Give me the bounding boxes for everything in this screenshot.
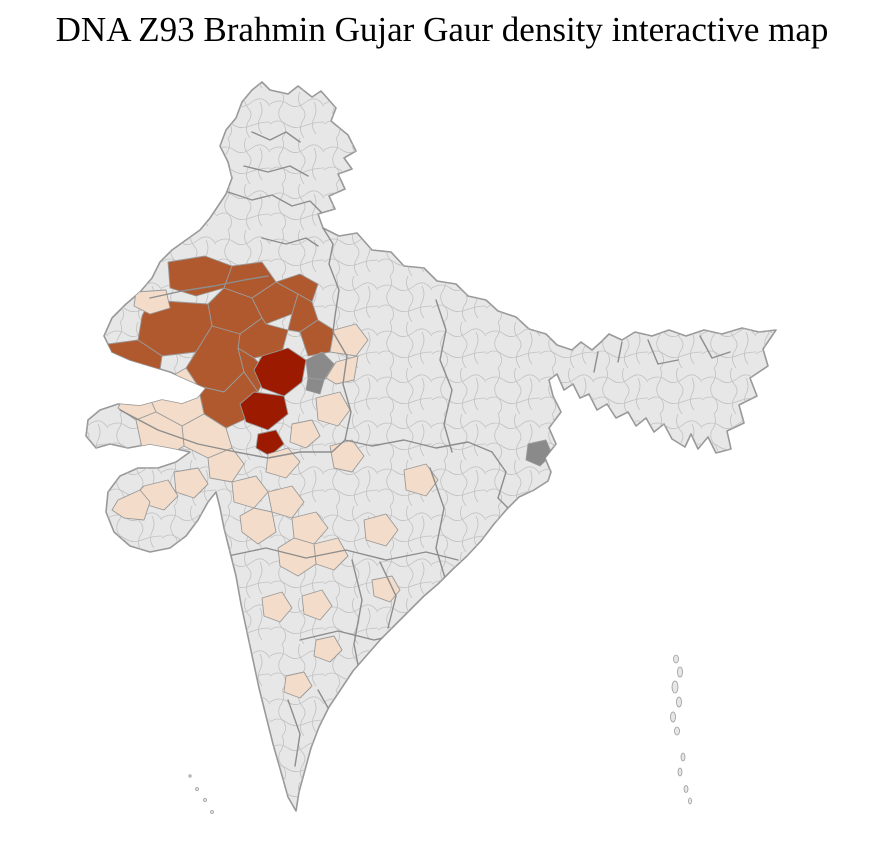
district-low-density[interactable] (371, 575, 401, 603)
district-high-density[interactable] (255, 429, 285, 457)
district-dark-neutral[interactable] (305, 377, 325, 395)
district-low-density[interactable] (403, 463, 439, 497)
district-low-density[interactable] (329, 323, 369, 357)
district-medium-density[interactable] (275, 273, 319, 303)
island[interactable] (688, 797, 692, 805)
island[interactable] (671, 680, 679, 694)
district-low-density[interactable] (289, 419, 321, 449)
district-low-density[interactable] (313, 635, 343, 663)
island[interactable] (203, 798, 207, 802)
district-low-density[interactable] (291, 511, 329, 545)
district-low-density[interactable] (363, 513, 399, 547)
district-high-density[interactable] (253, 347, 307, 397)
district-medium-density[interactable] (137, 299, 213, 357)
page-title: DNA Z93 Brahmin Gujar Gaur density inter… (55, 10, 829, 49)
district-low-density[interactable] (173, 467, 209, 499)
district-low-density[interactable] (231, 475, 269, 509)
island[interactable] (674, 726, 680, 736)
island[interactable] (195, 787, 199, 791)
district-low-density[interactable] (325, 355, 359, 385)
district-low-density[interactable] (111, 489, 151, 521)
district-dark-neutral[interactable] (305, 351, 335, 381)
island[interactable] (188, 774, 192, 778)
district-low-density[interactable] (239, 507, 277, 545)
andaman-nicobar-islands[interactable] (670, 654, 692, 805)
district-high-density[interactable] (239, 391, 289, 431)
island[interactable] (677, 666, 683, 678)
district-low-density[interactable] (265, 447, 301, 479)
island[interactable] (673, 654, 679, 664)
state-borders (119, 131, 731, 767)
district-low-density[interactable] (261, 591, 293, 623)
island[interactable] (670, 711, 676, 723)
island[interactable] (676, 696, 682, 708)
lakshadweep-islands[interactable] (188, 774, 214, 814)
island[interactable] (680, 752, 686, 762)
district-low-density[interactable] (277, 537, 317, 577)
island[interactable] (683, 785, 689, 793)
island[interactable] (210, 810, 214, 814)
district-low-density[interactable] (315, 391, 351, 427)
district-low-density[interactable] (301, 589, 333, 621)
district-low-density[interactable] (267, 485, 305, 519)
island[interactable] (677, 767, 683, 777)
district-dark-neutral[interactable] (525, 439, 553, 467)
district-low-density[interactable] (283, 671, 313, 699)
